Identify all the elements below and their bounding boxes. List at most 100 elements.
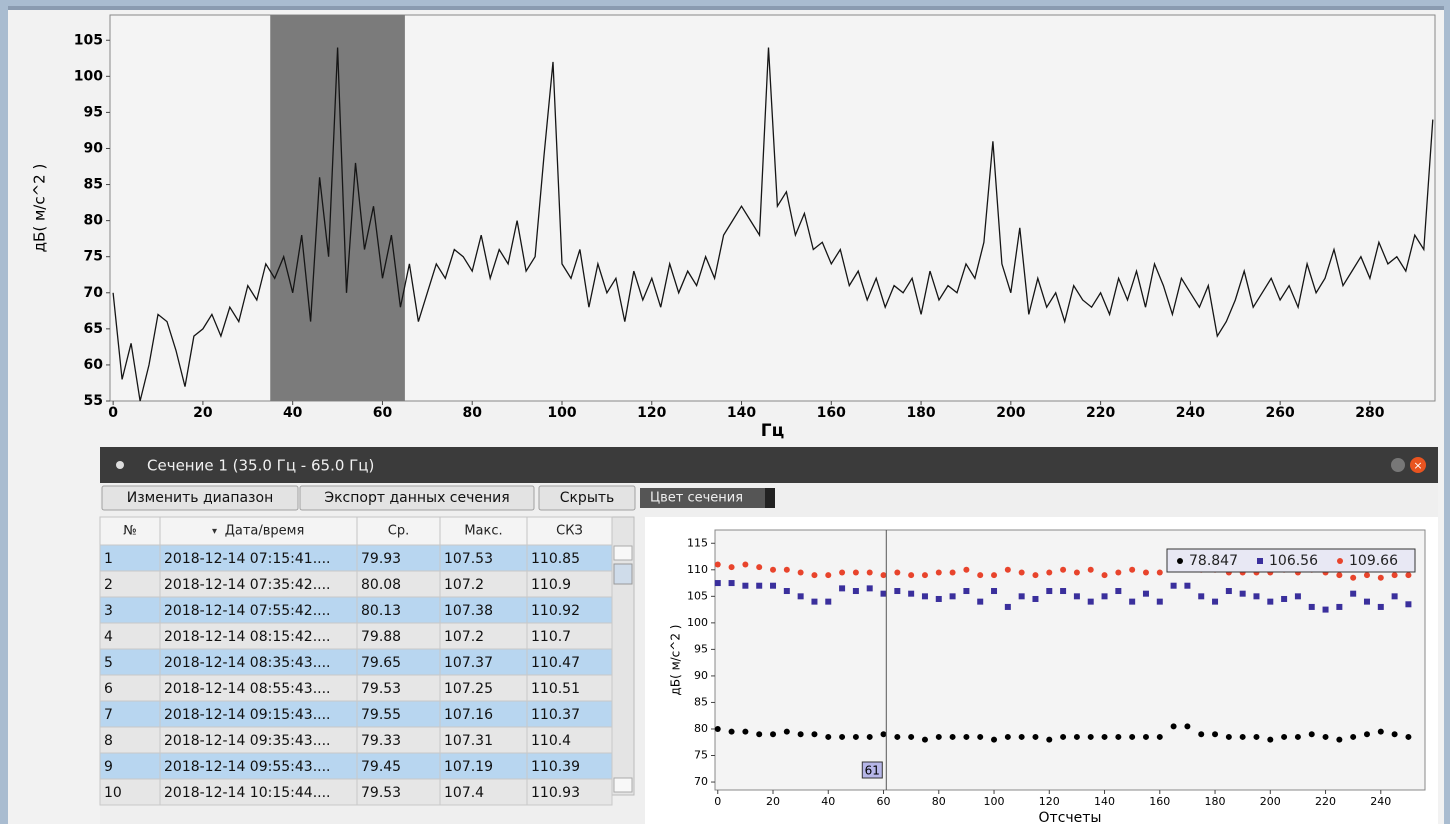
table-header-cell[interactable] <box>159 516 358 546</box>
table-header: СКЗ <box>556 524 583 539</box>
table-cell[interactable] <box>439 570 528 598</box>
point <box>880 590 887 597</box>
color-swatch[interactable] <box>640 488 775 508</box>
table-cell-text: 10 <box>104 785 122 801</box>
window-title: Сечение 1 (35.0 Гц - 65.0 Гц) <box>147 457 374 475</box>
maximize-button[interactable] <box>1391 458 1405 472</box>
point <box>1322 606 1329 613</box>
table-header-cell[interactable] <box>526 516 613 546</box>
table-cell[interactable] <box>159 596 358 624</box>
table-cell-text: 110.37 <box>531 707 580 723</box>
table-cell[interactable] <box>356 700 441 728</box>
table-header: № <box>123 524 137 539</box>
table-cell[interactable] <box>439 674 528 702</box>
point <box>935 733 942 740</box>
table-cell-text: 110.9 <box>531 577 571 593</box>
scroll-thumb[interactable] <box>613 563 633 585</box>
window-titlebar <box>100 447 1438 483</box>
point <box>894 569 901 576</box>
point <box>852 569 859 576</box>
point <box>811 731 818 738</box>
point <box>742 728 749 735</box>
table-cell[interactable] <box>99 778 161 806</box>
button[interactable] <box>101 485 299 511</box>
button-label: Скрыть <box>560 490 615 506</box>
readout-value: 106.56 <box>1269 553 1318 569</box>
table-cell[interactable] <box>526 674 613 702</box>
point <box>1156 569 1163 576</box>
y-tick-label: 115 <box>687 536 708 549</box>
point <box>1405 601 1412 608</box>
table-cell[interactable] <box>526 726 613 754</box>
table-cell[interactable] <box>439 726 528 754</box>
x-tick-label: 80 <box>932 795 946 808</box>
cursor-label-bg <box>861 761 883 779</box>
table-cell[interactable] <box>99 570 161 598</box>
table-cell[interactable] <box>526 700 613 728</box>
table-cell[interactable] <box>99 622 161 650</box>
table-cell[interactable] <box>526 544 613 572</box>
point <box>1294 593 1301 600</box>
y-tick-label: 60 <box>84 357 104 373</box>
table-cell[interactable] <box>159 726 358 754</box>
table-cell[interactable] <box>99 596 161 624</box>
table-cell[interactable] <box>356 674 441 702</box>
table-cell[interactable] <box>439 648 528 676</box>
color-label: Цвет сечения <box>650 491 743 506</box>
point <box>1060 588 1067 595</box>
point <box>1073 569 1080 576</box>
table-cell[interactable] <box>439 622 528 650</box>
table-cell[interactable] <box>439 752 528 780</box>
point <box>1184 582 1191 589</box>
table-cell[interactable] <box>99 544 161 572</box>
table-header: Макс. <box>464 524 502 539</box>
table-cell[interactable] <box>439 778 528 806</box>
y-tick-label: 110 <box>687 563 708 576</box>
point <box>894 733 901 740</box>
point <box>977 572 984 579</box>
point <box>866 569 873 576</box>
table-cell[interactable] <box>526 752 613 780</box>
point <box>1308 603 1315 610</box>
point <box>908 590 915 597</box>
table-cell-text: 2018-12-14 07:15:41.... <box>164 551 331 567</box>
table-cell[interactable] <box>99 648 161 676</box>
x-tick-label: 240 <box>1176 405 1205 421</box>
table-cell[interactable] <box>159 570 358 598</box>
point <box>1294 733 1301 740</box>
table-cell[interactable] <box>526 648 613 676</box>
table-cell[interactable] <box>356 544 441 572</box>
button[interactable] <box>538 485 636 511</box>
point <box>1115 569 1122 576</box>
table-cell[interactable] <box>356 752 441 780</box>
table-header-cell[interactable] <box>356 516 441 546</box>
table-cell-text: 107.16 <box>444 707 493 723</box>
close-button[interactable] <box>1410 457 1426 473</box>
button-label: Экспорт данных сечения <box>324 490 509 506</box>
table-cell[interactable] <box>159 752 358 780</box>
point <box>1046 588 1053 595</box>
point <box>963 566 970 573</box>
table-header-cell[interactable] <box>99 516 161 546</box>
button[interactable] <box>299 485 535 511</box>
table-cell[interactable] <box>439 544 528 572</box>
table-cell-text: 2018-12-14 10:15:44.... <box>164 785 331 801</box>
table-cell[interactable] <box>526 622 613 650</box>
table-cell[interactable] <box>526 778 613 806</box>
point <box>1391 593 1398 600</box>
table-cell[interactable] <box>159 778 358 806</box>
point <box>1142 590 1149 597</box>
x-tick-label: 140 <box>1094 795 1115 808</box>
plot-area <box>714 529 1426 791</box>
table-cell[interactable] <box>526 596 613 624</box>
y-tick-label: 90 <box>84 140 104 156</box>
point <box>1212 731 1219 738</box>
y-tick-label: 105 <box>74 32 103 48</box>
table-cell-text: 1 <box>104 551 113 567</box>
scroll-down[interactable] <box>613 777 633 793</box>
point <box>1225 733 1232 740</box>
point <box>1004 733 1011 740</box>
table-cell[interactable] <box>356 622 441 650</box>
point <box>1170 582 1177 589</box>
scroll-up[interactable] <box>613 545 633 561</box>
